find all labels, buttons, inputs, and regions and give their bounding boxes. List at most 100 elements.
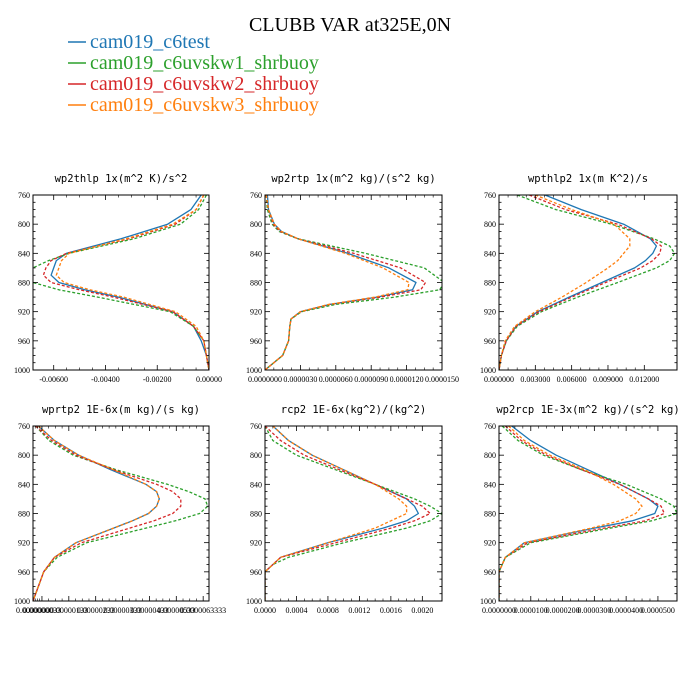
series-line-cam019-c6test (33, 426, 160, 601)
series-group (33, 195, 209, 370)
x-tick-label: 0.00000033 (23, 606, 61, 615)
legend-entry-3: cam019_c6uvskw2_shrbuoy (90, 73, 319, 95)
y-tick-label: 800 (18, 220, 30, 229)
y-tick-label: 840 (250, 480, 262, 489)
series-line-cam019-c6uvskw1-shrbuoy (265, 195, 442, 370)
y-tick-label: 760 (484, 191, 496, 200)
y-tick-label: 960 (18, 568, 30, 577)
y-tick-label: 760 (484, 422, 496, 431)
y-tick-label: 880 (484, 510, 496, 519)
series-line-cam019-c6uvskw3-shrbuoy (499, 195, 631, 370)
y-tick-label: 800 (18, 451, 30, 460)
series-line-cam019-c6uvskw2-shrbuoy (265, 195, 427, 370)
series-line-cam019-c6uvskw2-shrbuoy (499, 426, 665, 601)
panel-title: wprtp2 1E-6x(m kg)/(s kg) (42, 404, 200, 416)
y-tick-label: 880 (250, 510, 262, 519)
x-tick-label: 0.0000120 (390, 375, 424, 384)
series-group (33, 426, 209, 601)
plot-frame (264, 425, 443, 602)
series-line-cam019-c6uvskw3-shrbuoy (499, 426, 643, 601)
x-tick-label: -0.00600 (39, 375, 68, 384)
legend-entry-1: cam019_c6test (90, 31, 210, 53)
y-tick-label: 1000 (246, 597, 262, 606)
y-tick-label: 840 (18, 480, 30, 489)
plot-frame (498, 425, 678, 602)
y-tick-label: 920 (18, 539, 30, 548)
series-line-cam019-c6uvskw1-shrbuoy (499, 195, 676, 370)
y-tick-label: 920 (250, 308, 262, 317)
y-tick-label: 920 (18, 308, 30, 317)
series-line-cam019-c6test (265, 426, 420, 601)
y-tick-label: 960 (250, 568, 262, 577)
y-tick-label: 1000 (480, 366, 496, 375)
y-tick-label: 800 (484, 451, 496, 460)
x-tick-label: 0.0020 (411, 606, 433, 615)
y-tick-label: 1000 (14, 366, 30, 375)
x-tick-label: 0.0000000 (16, 606, 50, 615)
series-line-cam019-c6uvskw1-shrbuoy (33, 426, 209, 601)
x-tick-label: 0.0016 (380, 606, 402, 615)
y-tick-label: 800 (250, 220, 262, 229)
series-line-cam019-c6uvskw2-shrbuoy (33, 426, 182, 601)
series-line-cam019-c6uvskw3-shrbuoy (265, 426, 408, 601)
y-tick-label: 1000 (246, 366, 262, 375)
x-tick-label: 0.00000433 (130, 606, 168, 615)
x-tick-label: 0.0000030 (283, 375, 317, 384)
y-tick-label: 920 (484, 539, 496, 548)
x-tick-label: 0.0000100 (514, 606, 548, 615)
y-tick-label: 800 (484, 220, 496, 229)
series-line-cam019-c6uvskw3-shrbuoy (55, 195, 209, 370)
x-tick-label: 0.00000533 (157, 606, 195, 615)
panel-4: wprtp2 1E-6x(m kg)/(s kg) 760 800 840 880 920… (14, 404, 226, 615)
panels: wp2thlp 1x(m^2 K)/s^2 760 800 840 880 920 960 1… (14, 173, 680, 615)
y-tick-label: 840 (484, 480, 496, 489)
x-tick-label: 0.0012 (348, 606, 370, 615)
panel-1: wp2thlp 1x(m^2 K)/s^2 760 800 840 880 920 960 1… (14, 173, 222, 384)
series-line-cam019-c6uvskw3-shrbuoy (265, 195, 410, 370)
series-line-cam019-c6uvskw2-shrbuoy (499, 195, 662, 370)
series-group (499, 426, 677, 601)
x-tick-label: 0.006000 (557, 375, 587, 384)
series-line-cam019-c6uvskw1-shrbuoy (33, 195, 209, 370)
x-tick-label: 0.0000150 (425, 375, 459, 384)
y-tick-label: 1000 (480, 597, 496, 606)
y-tick-label: 920 (250, 539, 262, 548)
series-line-cam019-c6uvskw1-shrbuoy (499, 426, 677, 601)
y-tick-label: 880 (484, 279, 496, 288)
x-tick-label: 0.012000 (629, 375, 659, 384)
y-tick-label: 960 (484, 568, 496, 577)
x-tick-label: -0.00200 (143, 375, 172, 384)
x-tick-label: 0.0000300 (577, 606, 611, 615)
y-tick-label: 920 (484, 308, 496, 317)
series-group (265, 195, 442, 370)
x-tick-label: 0.0000500 (641, 606, 675, 615)
figure-title: CLUBB VAR at325E,0N (249, 14, 451, 36)
y-tick-label: 880 (18, 510, 30, 519)
x-tick-label: 0.0000000 (248, 375, 282, 384)
y-tick-label: 760 (250, 422, 262, 431)
x-tick-label: 0.009000 (593, 375, 623, 384)
x-tick-label: 0.0008 (317, 606, 339, 615)
x-tick-label: 0.0000060 (319, 375, 353, 384)
x-tick-label: 0.003000 (520, 375, 550, 384)
x-tick-label: 0.00000233 (77, 606, 115, 615)
y-tick-label: 840 (484, 249, 496, 258)
series-group (499, 195, 676, 370)
plot-frame (32, 425, 210, 602)
legend-entry-2: cam019_c6uvskw1_shrbuoy (90, 52, 319, 74)
y-tick-label: 760 (18, 191, 30, 200)
y-tick-label: 960 (18, 337, 30, 346)
series-line-cam019-c6uvskw2-shrbuoy (265, 426, 431, 601)
x-tick-label: 0.00000133 (50, 606, 88, 615)
x-tick-label: 0.000000 (484, 375, 514, 384)
series-line-cam019-c6uvskw3-shrbuoy (33, 426, 160, 601)
x-tick-label: 0.0000090 (354, 375, 388, 384)
panel-title: wpthlp2 1x(m K^2)/s (528, 173, 648, 185)
panel-3: wpthlp2 1x(m K^2)/s 760 800 840 880 920 960 100… (480, 173, 678, 384)
y-tick-label: 1000 (14, 597, 30, 606)
panel-5: rcp2 1E-6x(kg^2)/(kg^2) 760 800 840 880 920 96… (246, 404, 443, 615)
y-tick-label: 760 (18, 422, 30, 431)
series-group (265, 426, 442, 601)
y-tick-label: 840 (18, 249, 30, 258)
